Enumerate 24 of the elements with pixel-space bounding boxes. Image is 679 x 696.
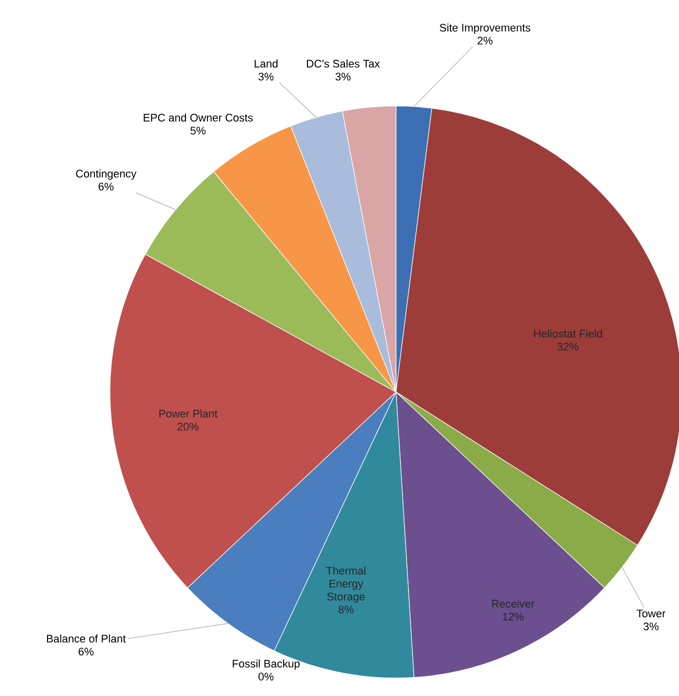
slice-label: Balance of Plant [47,634,126,643]
slice-label: Tower [636,610,666,618]
slice-label: Site Improvements [440,24,530,34]
data-label: 6% [98,182,114,190]
slice-label: Power Plant [159,410,218,418]
text: 0% [258,672,274,680]
slice-label: Thermal Energy Storage [326,566,366,603]
slice-label: DC's Sales Tax [306,60,380,68]
data-label: 5% [190,126,206,134]
data-label: 12% [502,612,524,620]
data-label: 3% [644,622,659,630]
slice-label: Heliostat Field [534,330,602,338]
data-label: 3% [336,72,351,80]
slice-label: Contingency [76,170,136,180]
category-label: Fossil Backup [232,659,300,670]
data-label: 20% [178,422,199,430]
slice-label: Receiver [492,600,534,608]
data-label: 8% [338,606,354,614]
data-label: 3% [258,72,274,80]
data-label: 32% [557,342,579,350]
slice-label: EPC and Owner Costs [144,114,253,122]
slice-label: Land [254,60,278,68]
data-label: 6% [78,648,94,656]
data-label: 2% [478,36,493,44]
